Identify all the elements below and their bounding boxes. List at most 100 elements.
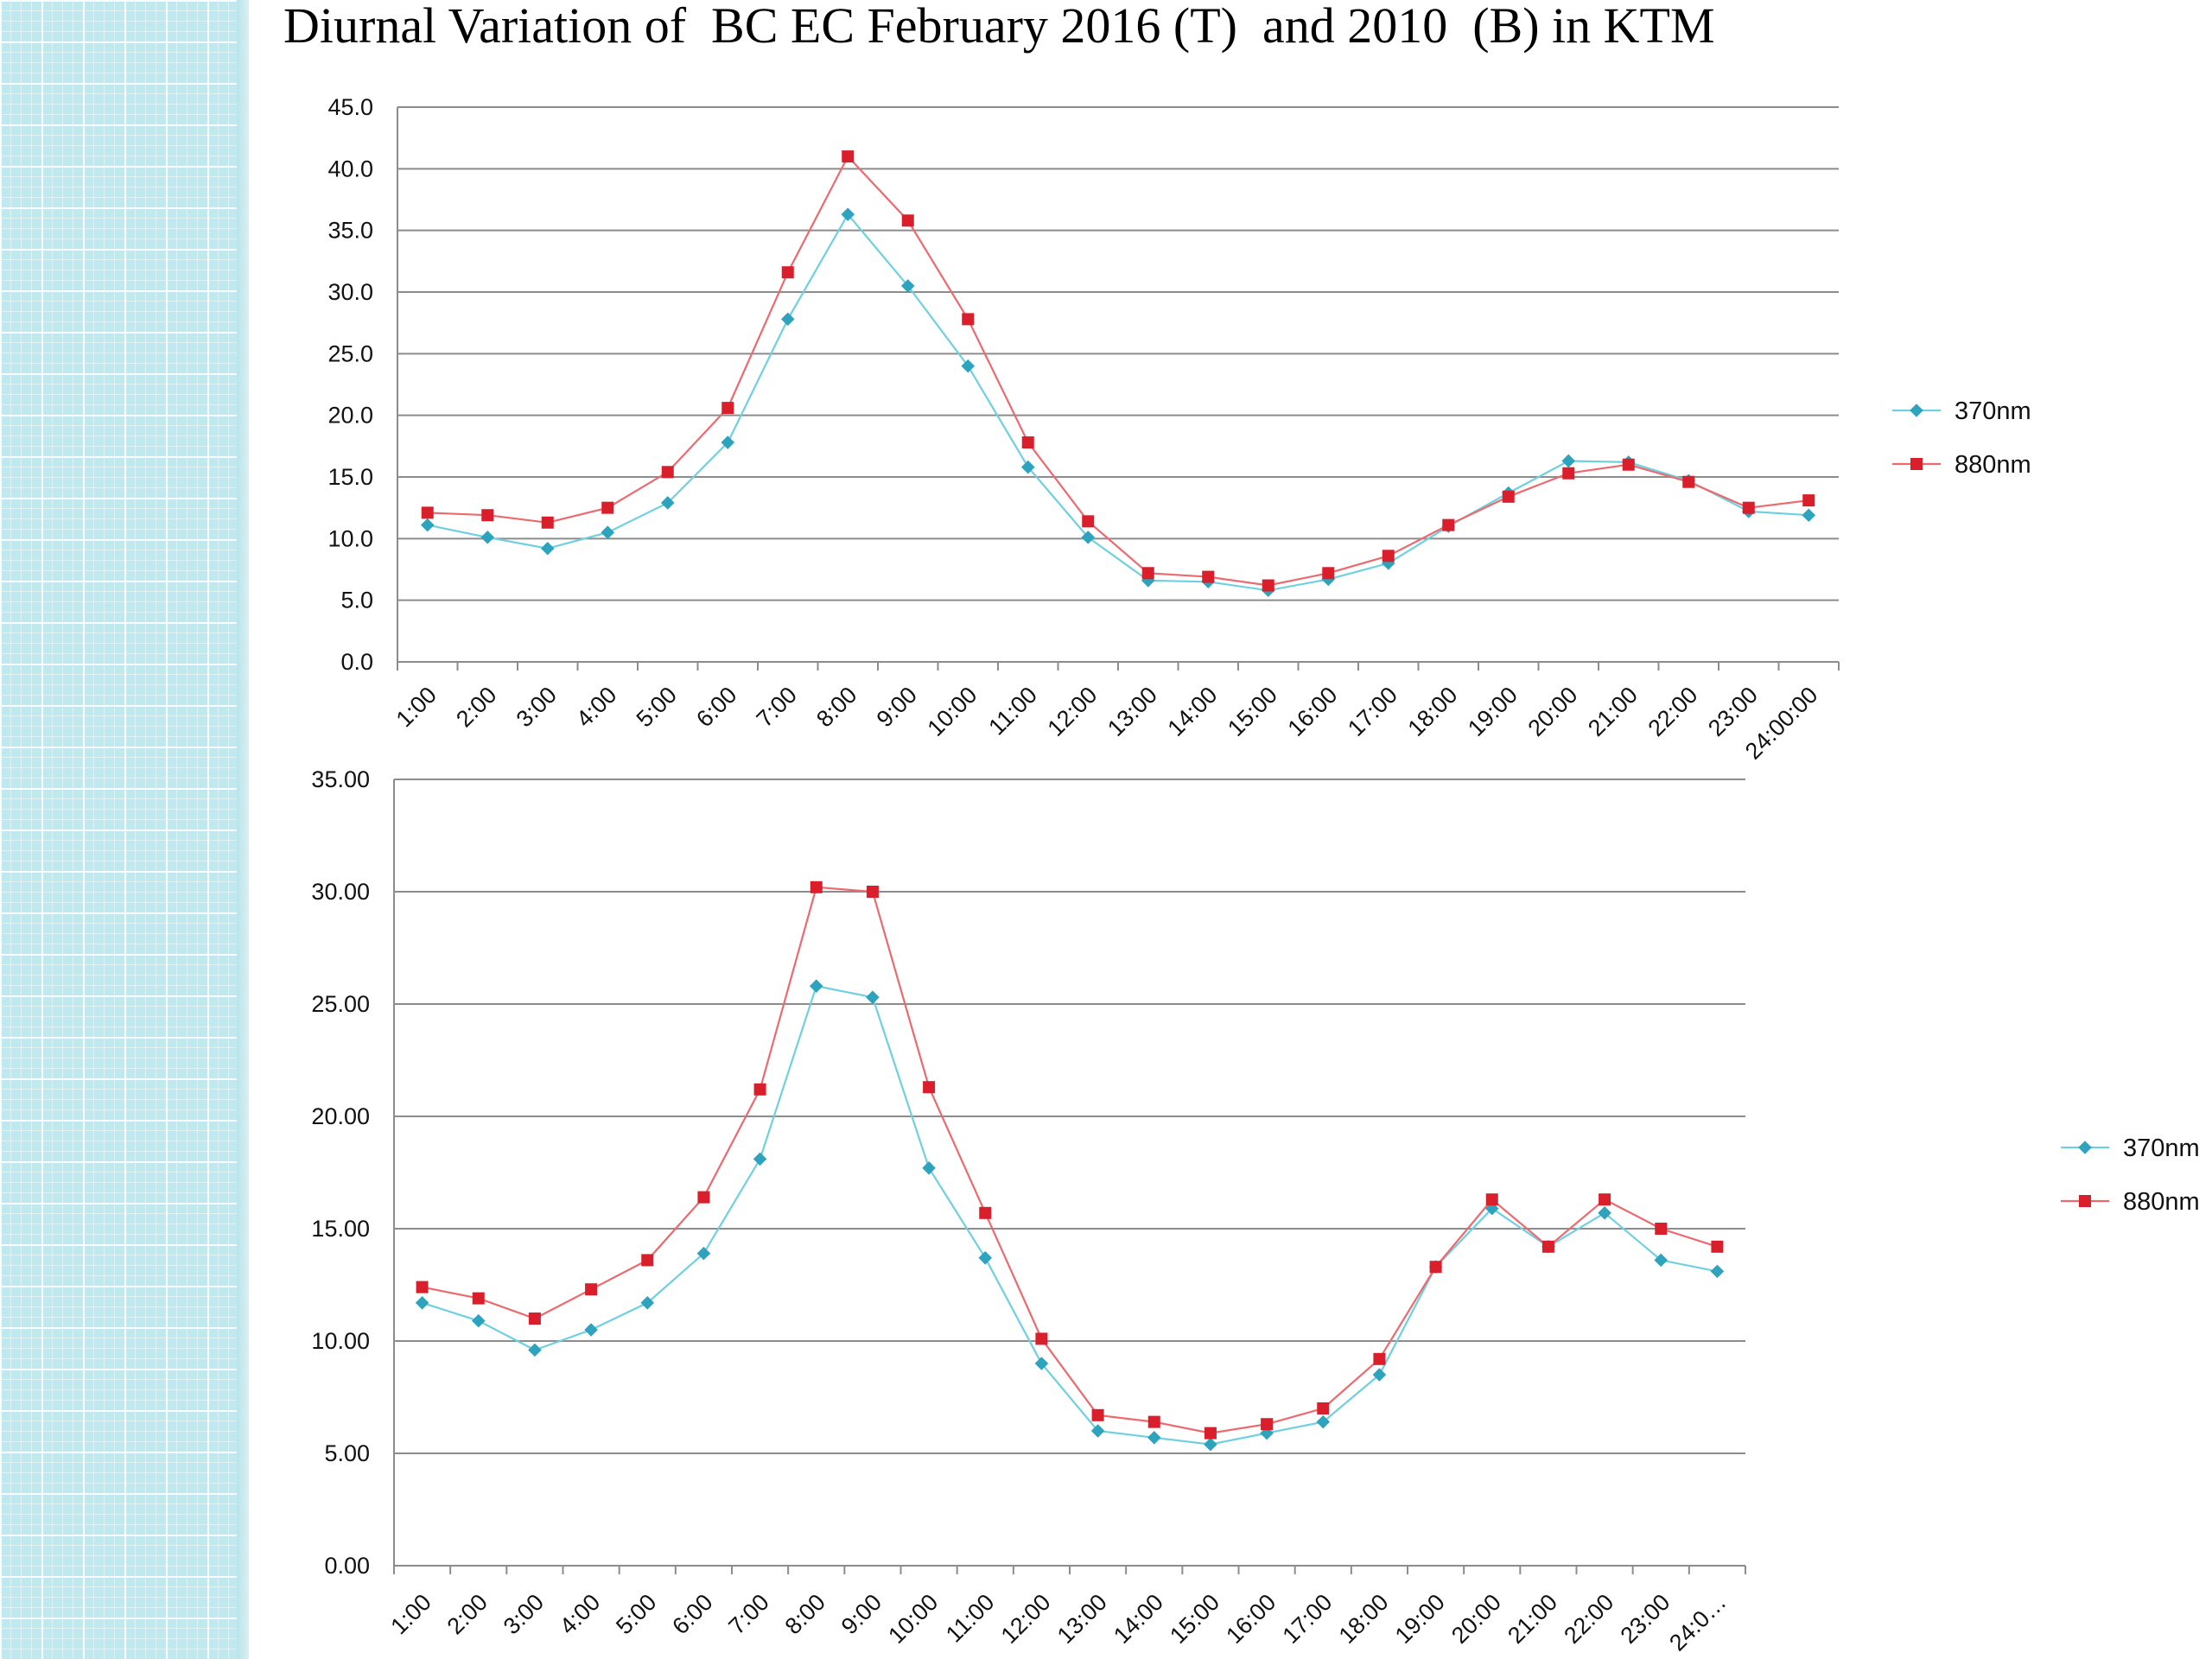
data-point-370nm bbox=[780, 312, 795, 327]
y-tick-label: 45.0 bbox=[327, 94, 373, 120]
series-line-880nm bbox=[427, 155, 1809, 587]
data-point-880nm bbox=[901, 214, 914, 227]
x-tick-label: 12:00 bbox=[996, 1589, 1056, 1649]
x-tick-label: 12:00 bbox=[1042, 682, 1102, 741]
data-point-880nm bbox=[697, 1191, 710, 1204]
x-tick-label: 19:00 bbox=[1463, 682, 1522, 741]
data-point-880nm bbox=[528, 1313, 541, 1325]
data-point-880nm bbox=[421, 506, 434, 519]
decorative-sidebar bbox=[0, 0, 248, 1659]
chart-2016-top: 0.0 5.0 10.0 15.0 20.0 25.0 30.0 35.0 40.0 45.0 1:… bbox=[327, 94, 2031, 765]
x-tick-label: 21:00 bbox=[1583, 682, 1643, 741]
y-tick-label: 0.0 bbox=[340, 649, 373, 675]
data-point-880nm bbox=[1091, 1408, 1104, 1421]
data-point-880nm bbox=[781, 266, 794, 279]
data-point-370nm bbox=[528, 1343, 542, 1357]
x-tick-label: 16:00 bbox=[1282, 682, 1342, 741]
data-point-880nm bbox=[1711, 1240, 1724, 1253]
y-tick-label: 5.00 bbox=[324, 1440, 370, 1466]
data-point-370nm bbox=[601, 525, 615, 539]
y-tick-label: 25.00 bbox=[311, 991, 370, 1017]
x-tick-label: 22:00 bbox=[1643, 682, 1702, 741]
data-point-880nm bbox=[810, 880, 823, 893]
data-point-370nm bbox=[978, 1251, 993, 1265]
legend-marker-370nm bbox=[2078, 1141, 2092, 1154]
data-point-880nm bbox=[1655, 1223, 1668, 1235]
data-point-880nm bbox=[1322, 567, 1335, 580]
sidebar-edge bbox=[237, 0, 249, 1659]
data-point-880nm bbox=[1599, 1193, 1611, 1206]
data-point-880nm bbox=[866, 886, 879, 898]
data-point-880nm bbox=[1262, 579, 1274, 592]
data-point-370nm bbox=[1561, 454, 1576, 468]
data-point-880nm bbox=[601, 501, 614, 514]
legend-label-370nm: 370nm bbox=[2123, 1135, 2200, 1162]
y-tick-label: 40.0 bbox=[327, 156, 373, 181]
x-tick-label: 2:00 bbox=[451, 682, 501, 732]
data-point-880nm bbox=[1082, 515, 1095, 528]
data-point-370nm bbox=[640, 1296, 655, 1310]
x-tick-label: 10:00 bbox=[922, 682, 982, 741]
data-point-370nm bbox=[900, 279, 915, 293]
data-point-370nm bbox=[961, 359, 976, 373]
page-title: Diurnal Variation of BC EC February 2016… bbox=[283, 0, 1715, 54]
legend-marker-370nm bbox=[1910, 404, 1923, 417]
series-line-370nm bbox=[427, 213, 1809, 592]
data-point-370nm bbox=[1598, 1206, 1611, 1220]
data-point-370nm bbox=[660, 496, 675, 510]
data-point-370nm bbox=[480, 531, 495, 544]
data-point-370nm bbox=[866, 990, 880, 1004]
y-tick-label: 20.00 bbox=[311, 1103, 370, 1129]
data-point-370nm bbox=[922, 1161, 936, 1175]
x-tick-label: 13:00 bbox=[1052, 1589, 1112, 1649]
legend-label-880nm: 880nm bbox=[1955, 451, 2031, 479]
x-tick-label: 4:00 bbox=[555, 1589, 605, 1639]
data-point-880nm bbox=[1141, 567, 1154, 580]
data-point-370nm bbox=[841, 207, 855, 221]
x-tick-label: 17:00 bbox=[1343, 682, 1402, 741]
data-point-880nm bbox=[842, 150, 855, 163]
data-point-370nm bbox=[415, 1296, 429, 1310]
x-tick-label: 16:00 bbox=[1221, 1589, 1281, 1649]
data-point-370nm bbox=[1316, 1414, 1331, 1429]
data-point-880nm bbox=[1382, 550, 1395, 563]
x-tick-label: 3:00 bbox=[499, 1589, 549, 1639]
x-tick-label: 9:00 bbox=[872, 682, 922, 732]
data-point-880nm bbox=[923, 1081, 936, 1094]
x-tick-label: 19:00 bbox=[1390, 1589, 1450, 1649]
data-point-370nm bbox=[809, 979, 823, 993]
data-point-880nm bbox=[1317, 1402, 1330, 1414]
legend-marker-880nm bbox=[2079, 1195, 2091, 1207]
data-point-880nm bbox=[1204, 1427, 1217, 1440]
y-tick-label: 0.00 bbox=[324, 1553, 370, 1579]
y-tick-label: 5.0 bbox=[340, 588, 373, 613]
series-line-880nm bbox=[422, 886, 1718, 1434]
data-point-370nm bbox=[1710, 1264, 1725, 1279]
x-tick-label: 6:00 bbox=[691, 682, 741, 732]
legend-label-370nm: 370nm bbox=[1955, 397, 2031, 425]
x-tick-label: 15:00 bbox=[1223, 682, 1282, 741]
y-tick-label: 30.00 bbox=[311, 879, 370, 905]
data-point-370nm bbox=[471, 1313, 486, 1328]
data-point-370nm bbox=[540, 541, 555, 556]
data-point-880nm bbox=[721, 402, 734, 415]
x-tick-label: 3:00 bbox=[512, 682, 562, 732]
data-point-370nm bbox=[1020, 460, 1035, 474]
data-point-370nm bbox=[420, 518, 435, 532]
x-tick-label: 10:00 bbox=[883, 1589, 943, 1649]
x-tick-label: 18:00 bbox=[1334, 1589, 1394, 1649]
data-point-370nm bbox=[1372, 1368, 1387, 1382]
data-point-370nm bbox=[584, 1323, 598, 1337]
x-tick-label: 8:00 bbox=[780, 1589, 830, 1639]
data-point-880nm bbox=[1742, 501, 1755, 514]
x-tick-label: 4:00 bbox=[571, 682, 621, 732]
y-tick-label: 10.00 bbox=[311, 1328, 370, 1354]
data-point-880nm bbox=[1202, 570, 1215, 583]
data-point-880nm bbox=[1541, 1240, 1554, 1253]
x-tick-label: 2:00 bbox=[442, 1589, 493, 1639]
legend-marker-880nm bbox=[1910, 458, 1923, 470]
x-tick-label: 15:00 bbox=[1165, 1589, 1224, 1649]
data-point-880nm bbox=[661, 466, 674, 479]
data-point-370nm bbox=[1034, 1357, 1049, 1370]
